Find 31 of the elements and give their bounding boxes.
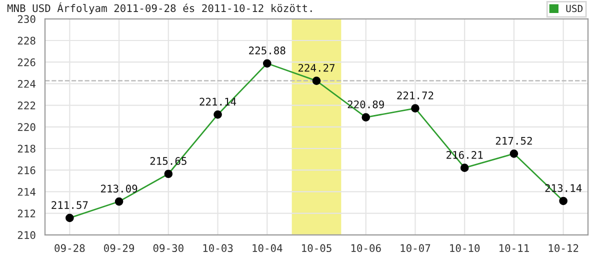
x-tick-label: 10-06: [351, 244, 381, 252]
x-tick-label: 10-05: [302, 244, 332, 252]
chart-title: MNB USD Árfolyam 2011-09-28 és 2011-10-12 között.: [7, 2, 312, 14]
x-tick-label: 10-11: [500, 244, 529, 252]
y-tick-label: 228: [18, 36, 36, 45]
x-tick-label: 09-30: [153, 244, 184, 252]
data-label: 221.72: [397, 91, 434, 100]
data-label: 211.57: [52, 201, 88, 209]
y-tick-label: 214: [18, 188, 36, 196]
data-label: 213.09: [101, 184, 138, 193]
data-label: 225.88: [249, 46, 286, 54]
x-tick-label: 10-10: [450, 244, 480, 252]
y-tick-label: 210: [18, 231, 36, 240]
x-tick-label: 10-07: [400, 244, 430, 252]
y-tick-label: 224: [18, 80, 36, 88]
y-tick-label: 216: [18, 166, 36, 174]
y-tick-label: 220: [18, 123, 36, 132]
y-tick-label: 222: [18, 102, 36, 110]
y-tick-label: 230: [18, 15, 36, 24]
legend-label: USD: [566, 4, 583, 12]
y-tick-label: 226: [18, 58, 36, 66]
x-tick-label: 10-12: [548, 244, 578, 252]
y-tick-label: 212: [18, 210, 36, 218]
data-label: 217.52: [496, 136, 532, 145]
x-tick-label: 09-28: [54, 244, 85, 252]
x-tick-label: 10-04: [252, 244, 282, 252]
data-label: 224.27: [298, 64, 335, 72]
x-tick-label: 09-29: [104, 244, 134, 252]
x-tick-label: 10-03: [203, 244, 233, 252]
data-label: 220.89: [348, 100, 384, 108]
y-tick-label: 218: [18, 144, 36, 153]
